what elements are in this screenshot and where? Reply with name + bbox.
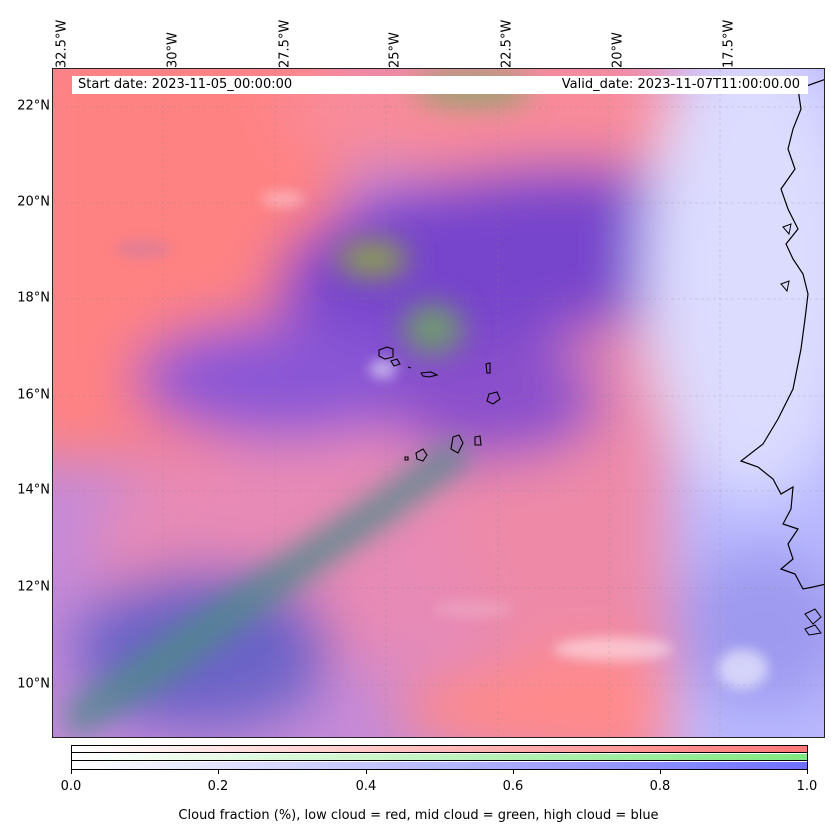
lon-label-25w: 25°W bbox=[387, 32, 403, 68]
coast-detail-2 bbox=[780, 280, 790, 293]
colorbar-tick-0: 0.0 bbox=[60, 779, 82, 794]
lat-label-20n: 20°N bbox=[17, 194, 50, 210]
colorbar-tick-1: 1.0 bbox=[796, 779, 818, 794]
lat-label-10n: 10°N bbox=[17, 676, 50, 692]
start-date: Start date: 2023-11-05_00:00:00 bbox=[78, 77, 293, 92]
colorbar-tickmark bbox=[807, 770, 808, 774]
lat-label-18n: 18°N bbox=[17, 290, 50, 306]
cape-verde-islands bbox=[378, 346, 501, 462]
colorbar-low-cloud bbox=[72, 746, 807, 753]
colorbar-high-cloud bbox=[72, 762, 807, 769]
valid-date: Valid_date: 2023-11-07T11:00:00.00 bbox=[561, 77, 800, 92]
lon-label-22-5w: 22.5°W bbox=[499, 19, 515, 68]
colorbar-tick-0-8: 0.8 bbox=[649, 779, 671, 794]
cloud-fraction-map bbox=[52, 68, 825, 738]
lon-label-27-5w: 27.5°W bbox=[277, 19, 293, 68]
colorbar-tickmark bbox=[660, 770, 661, 774]
africa-coastline bbox=[739, 79, 824, 590]
lat-label-14n: 14°N bbox=[17, 482, 50, 498]
cloud-field bbox=[53, 69, 824, 737]
colorbar-tick-0-6: 0.6 bbox=[502, 779, 524, 794]
lon-label-20w: 20°W bbox=[610, 32, 626, 68]
colorbar-tickmark bbox=[513, 770, 514, 774]
lon-label-30w: 30°W bbox=[165, 32, 181, 68]
lat-label-22n: 22°N bbox=[17, 98, 50, 114]
map-canvas bbox=[53, 69, 824, 737]
coast-detail bbox=[782, 223, 792, 236]
lon-label-17-5w: 17.5°W bbox=[721, 19, 737, 68]
colorbar bbox=[71, 745, 808, 770]
colorbar-tickmark bbox=[218, 770, 219, 774]
colorbar-tick-0-4: 0.4 bbox=[355, 779, 377, 794]
lat-label-12n: 12°N bbox=[17, 579, 50, 595]
colorbar-tick-0-2: 0.2 bbox=[207, 779, 229, 794]
colorbar-label: Cloud fraction (%), low cloud = red, mid… bbox=[178, 808, 659, 823]
colorbar-mid-cloud bbox=[72, 754, 807, 761]
date-info-bar: Start date: 2023-11-05_00:00:00 Valid_da… bbox=[72, 76, 808, 94]
cloud-texture bbox=[115, 191, 768, 689]
gridlines bbox=[53, 69, 824, 737]
lat-label-16n: 16°N bbox=[17, 387, 50, 403]
colorbar-tickmark bbox=[71, 770, 72, 774]
bijagos-islands bbox=[804, 608, 822, 636]
lon-label-32-5w: 32.5°W bbox=[54, 19, 70, 68]
colorbar-tickmark bbox=[366, 770, 367, 774]
